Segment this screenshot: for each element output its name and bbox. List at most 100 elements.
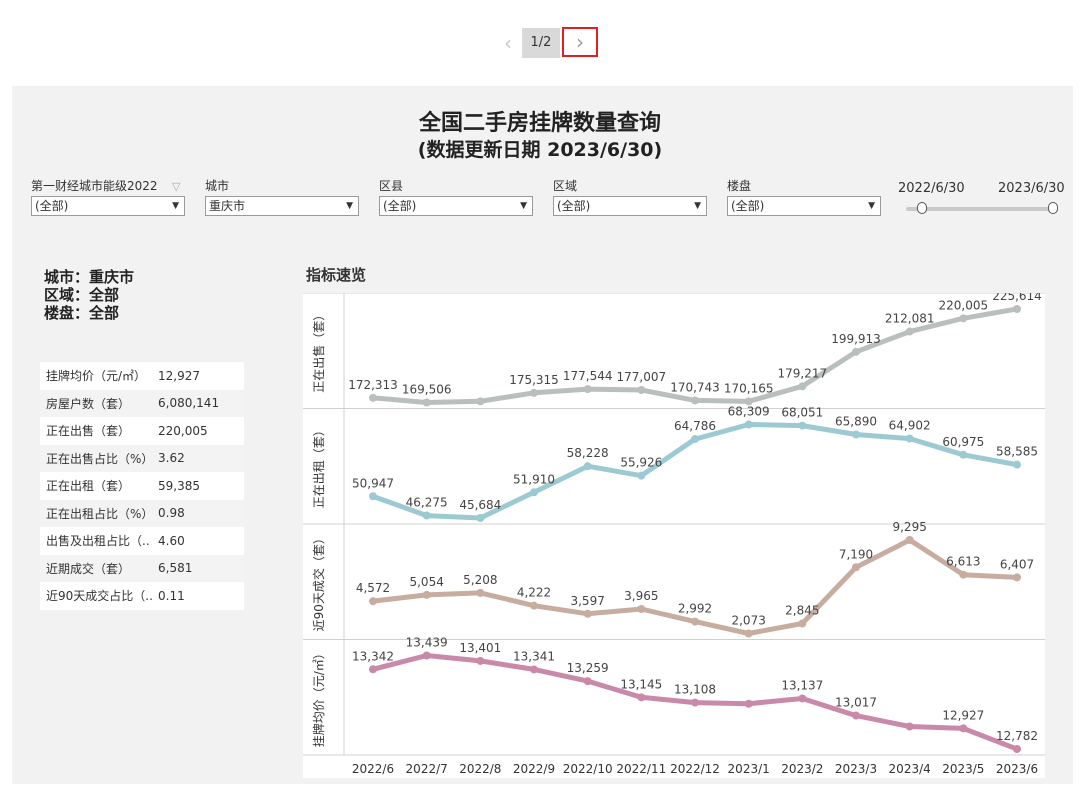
data-point <box>530 601 538 610</box>
data-label: 199,913 <box>831 332 881 346</box>
data-point <box>637 693 646 702</box>
data-label: 12,782 <box>996 729 1038 743</box>
data-point <box>905 327 914 336</box>
x-tick-label: 2022/9 <box>513 762 555 776</box>
data-label: 58,228 <box>567 446 609 460</box>
data-label: 179,217 <box>778 366 828 380</box>
data-point <box>369 597 377 606</box>
data-point <box>422 511 431 520</box>
chevron-left-icon[interactable]: ‹ <box>504 31 512 55</box>
kpi-row: 正在出租（套） 59,385 <box>40 472 244 500</box>
panel-ylabel: 正在出租（套） <box>312 424 326 508</box>
data-label: 64,902 <box>889 419 931 433</box>
data-label: 13,017 <box>835 696 877 710</box>
data-point <box>905 536 914 544</box>
date-range-start-handle[interactable] <box>917 202 927 214</box>
kpi-value: 0.98 <box>158 499 244 527</box>
data-point <box>637 386 646 395</box>
data-point <box>1013 745 1021 753</box>
x-tick-label: 2023/6 <box>996 762 1038 776</box>
data-point <box>583 462 592 471</box>
data-point <box>530 665 538 674</box>
kpi-row: 近90天成交占比（.. 0.11 <box>40 582 244 610</box>
filter-label: 区域 <box>553 179 578 193</box>
data-label: 46,275 <box>406 496 448 510</box>
data-point <box>583 677 592 686</box>
data-point <box>1013 573 1021 582</box>
select-value: (全部) <box>35 199 69 213</box>
kpi-value: 6,080,141 <box>158 389 244 417</box>
data-label: 2,992 <box>678 602 712 616</box>
dropdown-arrow-icon: ▼ <box>694 201 701 211</box>
data-point <box>369 665 377 674</box>
panel-ylabel: 正在出售（套） <box>311 309 326 393</box>
city-tier-select[interactable]: (全部) ▼ <box>31 196 185 216</box>
select-value: 重庆市 <box>209 199 246 213</box>
data-point <box>583 609 592 618</box>
kpi-value: 12,927 <box>158 368 200 383</box>
date-range-start: 2022/6/30 <box>898 181 965 196</box>
x-tick-label: 2022/11 <box>616 762 666 776</box>
data-point <box>476 656 485 665</box>
data-point <box>476 397 485 406</box>
kpi-row: 正在出租占比（%） 0.98 <box>40 499 244 527</box>
kpi-key: 挂牌均价（元/㎡） <box>46 369 147 384</box>
pager: ‹ 1/2 › <box>0 27 1080 59</box>
data-label: 13,341 <box>513 649 555 663</box>
info-area: 区域：全部 <box>44 286 120 304</box>
data-label: 170,165 <box>724 381 774 395</box>
data-label: 13,439 <box>406 636 448 650</box>
kpi-key: 近期成交（套） <box>40 554 158 582</box>
chart-background <box>303 293 1045 778</box>
data-point <box>691 617 699 626</box>
data-point <box>369 492 377 501</box>
district-select[interactable]: (全部) ▼ <box>379 196 533 216</box>
data-point <box>583 385 592 394</box>
data-point <box>959 450 968 459</box>
x-tick-label: 2022/10 <box>563 762 613 776</box>
kpi-value: 4.60 <box>158 533 185 548</box>
area-select[interactable]: (全部) ▼ <box>553 196 707 216</box>
data-point <box>530 388 538 397</box>
kpi-key: 正在出售占比（%） <box>40 444 158 472</box>
data-label: 50,947 <box>352 476 394 490</box>
x-tick-label: 2022/7 <box>406 762 448 776</box>
data-label: 177,544 <box>563 369 613 383</box>
section-title: 指标速览 <box>306 266 367 284</box>
data-label: 65,890 <box>835 414 877 428</box>
data-point <box>1013 460 1021 469</box>
date-range-end-handle[interactable] <box>1048 202 1058 214</box>
data-point <box>637 471 646 480</box>
select-value: (全部) <box>731 199 765 213</box>
info-city: 城市：重庆市 <box>44 268 135 286</box>
kpi-value: 6,581 <box>158 554 244 582</box>
kpi-table: 挂牌均价（元/㎡） 12,927 房屋户数（套） 6,080,141 正在出售（套） 22… <box>40 362 244 610</box>
data-label: 55,926 <box>620 456 662 470</box>
data-label: 212,081 <box>885 312 935 326</box>
kpi-key: 正在出租（套） <box>46 479 131 494</box>
page-title: 全国二手房挂牌数量查询 <box>418 111 661 136</box>
data-label: 220,005 <box>939 298 989 312</box>
selection-info: 城市：重庆市 区域：全部 楼盘：全部 <box>44 268 134 322</box>
filter-project: 楼盘 (全部) ▼ <box>727 178 881 216</box>
project-select[interactable]: (全部) ▼ <box>727 196 881 216</box>
kpi-value: 59,385 <box>158 478 200 493</box>
data-label: 13,259 <box>567 661 609 675</box>
data-point <box>798 382 807 391</box>
data-label: 6,613 <box>946 555 980 569</box>
data-label: 175,315 <box>509 373 559 387</box>
data-label: 13,342 <box>352 649 394 663</box>
city-select[interactable]: 重庆市 ▼ <box>205 196 359 216</box>
date-range-track[interactable] <box>906 207 1054 211</box>
dropdown-arrow-icon: ▼ <box>346 201 353 211</box>
filter-funnel-icon[interactable]: ▽ <box>172 180 181 193</box>
page-indicator: 1/2 <box>522 28 560 58</box>
data-point <box>530 488 538 497</box>
kpi-row: 正在出售占比（%） 3.62 <box>40 444 244 472</box>
dropdown-arrow-icon: ▼ <box>172 201 179 211</box>
chevron-right-icon[interactable]: › <box>562 27 598 57</box>
kpi-row: 正在出售（套） 220,005 <box>40 417 244 445</box>
x-tick-label: 2023/5 <box>942 762 984 776</box>
date-range-end: 2023/6/30 <box>998 181 1065 196</box>
kpi-row: 挂牌均价（元/㎡） 12,927 <box>40 362 244 390</box>
